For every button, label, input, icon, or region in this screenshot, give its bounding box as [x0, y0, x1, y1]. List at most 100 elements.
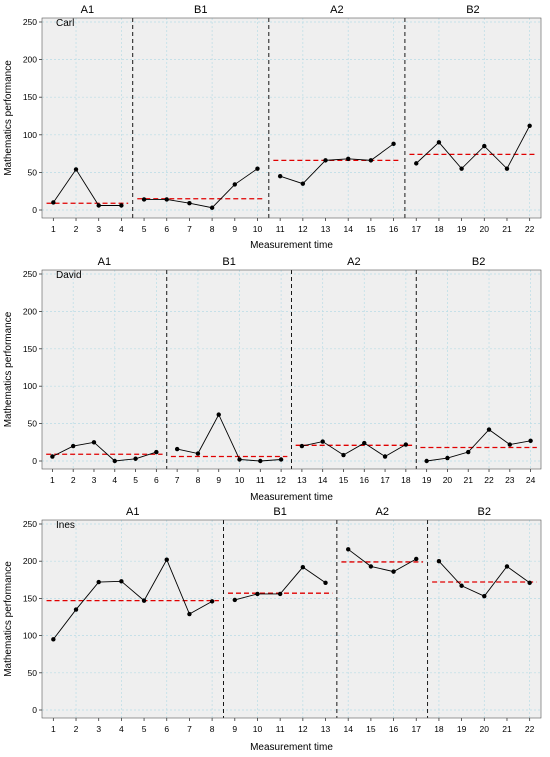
- y-tick-label: 100: [23, 130, 37, 140]
- data-point: [436, 559, 442, 564]
- x-tick-label: 1: [51, 724, 56, 734]
- x-tick-label: 18: [401, 475, 411, 485]
- x-tick-label: 22: [484, 475, 494, 485]
- x-tick-label: 16: [389, 224, 399, 234]
- data-point: [119, 579, 124, 584]
- x-tick-label: 21: [463, 475, 473, 485]
- y-tick-label: 250: [23, 269, 37, 279]
- x-tick-label: 2: [74, 724, 79, 734]
- x-tick-label: 5: [133, 475, 138, 485]
- y-tick-label: 0: [32, 456, 37, 466]
- x-tick-label: 9: [232, 724, 237, 734]
- x-tick-label: 12: [298, 724, 308, 734]
- x-tick-label: 11: [276, 724, 285, 734]
- phase-label: B1: [273, 506, 286, 518]
- x-axis-title: Measurement time: [250, 240, 333, 251]
- data-point: [277, 173, 283, 179]
- x-tick-label: 4: [119, 724, 124, 734]
- phase-label: A1: [98, 256, 111, 268]
- x-tick-label: 11: [256, 475, 265, 485]
- x-tick-label: 9: [232, 224, 237, 234]
- x-tick-label: 10: [235, 475, 245, 485]
- data-point: [368, 564, 374, 569]
- x-tick-label: 24: [526, 475, 536, 485]
- x-tick-label: 10: [253, 224, 263, 234]
- data-point: [300, 564, 306, 570]
- data-point: [277, 591, 283, 597]
- series-line: [52, 558, 213, 640]
- y-tick-label: 250: [23, 17, 37, 27]
- y-tick-label: 200: [23, 556, 37, 566]
- plot-border: [41, 269, 542, 470]
- phase-label: B2: [478, 506, 491, 518]
- data-point: [482, 143, 487, 149]
- data-point: [195, 451, 201, 456]
- x-tick-label: 16: [389, 724, 399, 734]
- data-point: [51, 637, 56, 642]
- x-tick-label: 4: [119, 224, 124, 234]
- data-point: [414, 556, 419, 562]
- series-line: [426, 428, 531, 462]
- data-point: [362, 440, 367, 446]
- x-tick-label: 6: [164, 724, 169, 734]
- x-tick-label: 12: [298, 224, 308, 234]
- data-point: [466, 449, 471, 455]
- data-point: [154, 449, 159, 455]
- data-point: [216, 412, 221, 417]
- phase-label: B2: [472, 256, 485, 268]
- data-point: [73, 607, 79, 612]
- data-point: [528, 438, 533, 444]
- y-tick-label: 150: [23, 593, 37, 603]
- data-point: [255, 591, 260, 597]
- student-name: David: [56, 270, 82, 281]
- x-tick-label: 22: [525, 224, 535, 234]
- y-tick-label: 50: [28, 167, 38, 177]
- data-point: [119, 203, 124, 208]
- x-tick-label: 1: [51, 224, 56, 234]
- y-tick-label: 100: [23, 381, 37, 391]
- x-tick-label: 18: [434, 224, 444, 234]
- data-point: [346, 547, 351, 552]
- student-name: Carl: [56, 18, 74, 29]
- x-tick-label: 12: [276, 475, 286, 485]
- x-tick-label: 19: [422, 475, 432, 485]
- y-tick-label: 100: [23, 631, 37, 641]
- data-point: [391, 569, 396, 574]
- x-tick-label: 16: [360, 475, 370, 485]
- y-axis-title: Mathematics performance: [3, 60, 14, 176]
- student-name: Ines: [56, 520, 75, 531]
- data-point: [174, 446, 180, 452]
- phase-label: A2: [330, 4, 343, 16]
- x-tick-label: 23: [505, 475, 515, 485]
- x-tick-label: 14: [343, 224, 353, 234]
- x-tick-label: 20: [443, 475, 453, 485]
- x-tick-label: 15: [366, 224, 376, 234]
- series-line: [144, 168, 258, 209]
- series-line: [301, 441, 407, 458]
- data-point: [112, 458, 117, 464]
- series-line: [347, 548, 417, 573]
- series-line: [280, 143, 394, 185]
- x-tick-label: 14: [318, 475, 328, 485]
- data-point: [486, 427, 492, 432]
- x-tick-label: 2: [71, 475, 76, 485]
- phase-label: B2: [466, 4, 479, 16]
- data-point: [141, 598, 147, 603]
- data-point: [232, 597, 237, 603]
- x-tick-label: 6: [154, 475, 159, 485]
- data-point: [141, 197, 147, 202]
- x-tick-label: 5: [142, 724, 147, 734]
- data-point: [459, 583, 464, 588]
- x-tick-label: 13: [321, 724, 331, 734]
- x-tick-label: 8: [210, 224, 215, 234]
- series-line: [415, 125, 531, 170]
- y-tick-label: 0: [32, 705, 37, 715]
- data-point: [164, 557, 169, 562]
- plot-area: [42, 18, 541, 218]
- x-tick-label: 13: [321, 224, 331, 234]
- phase-label: B1: [194, 4, 207, 16]
- x-tick-label: 19: [457, 724, 467, 734]
- x-tick-label: 6: [164, 224, 169, 234]
- data-point: [278, 457, 284, 462]
